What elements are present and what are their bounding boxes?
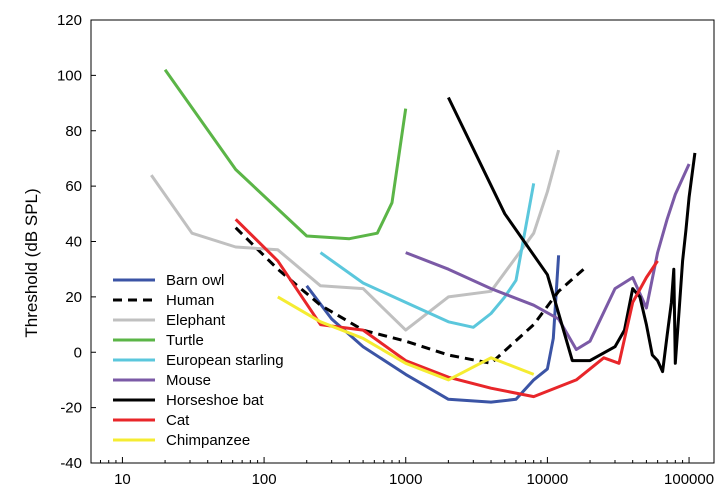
series-line-horseshoe-bat [447,96,697,374]
y-axis-label: Threshold (dB SPL) [22,188,41,337]
series-line-european-starling [319,183,536,329]
legend-label-cat: Cat [166,412,190,429]
legend-label-mouse: Mouse [166,372,211,389]
x-tick-label: 10 [114,471,131,488]
x-tick-label: 100000 [664,471,714,488]
y-tick-label: 40 [65,234,82,251]
series-line-barn-owl [305,255,561,404]
series-line-human [234,226,585,365]
y-tick-label: -40 [60,455,82,472]
y-tick-label: -20 [60,400,82,417]
x-tick-label: 10000 [527,471,569,488]
plot-area [150,68,697,404]
legend-label-turtle: Turtle [166,332,204,349]
legend-label-barn-owl: Barn owl [166,272,224,289]
y-tick-label: 120 [57,12,82,29]
legend-label-european-starling: European starling [166,352,284,369]
x-tick-label: 1000 [389,471,422,488]
legend-label-elephant: Elephant [166,312,226,329]
series-line-chimpanzee [277,295,535,382]
series-line-mouse [405,163,691,351]
y-tick-label: 100 [57,67,82,84]
y-tick-label: 20 [65,289,82,306]
y-tick-label: 0 [74,344,82,361]
y-tick-label: 60 [65,178,82,195]
x-tick-label: 100 [252,471,277,488]
legend: Barn owl Human Elephant Turtle European star… [113,272,284,449]
legend-label-horseshoe-bat: Horseshoe bat [166,392,264,409]
legend-label-chimpanzee: Chimpanzee [166,432,250,449]
y-tick-label: 80 [65,123,82,140]
legend-label-human: Human [166,292,214,309]
axes: -40 -20 0 20 40 60 80 100 120 10 100 1000 10000 10000… [57,12,715,488]
series-line-turtle [163,68,408,241]
series-line-elephant [150,149,561,332]
